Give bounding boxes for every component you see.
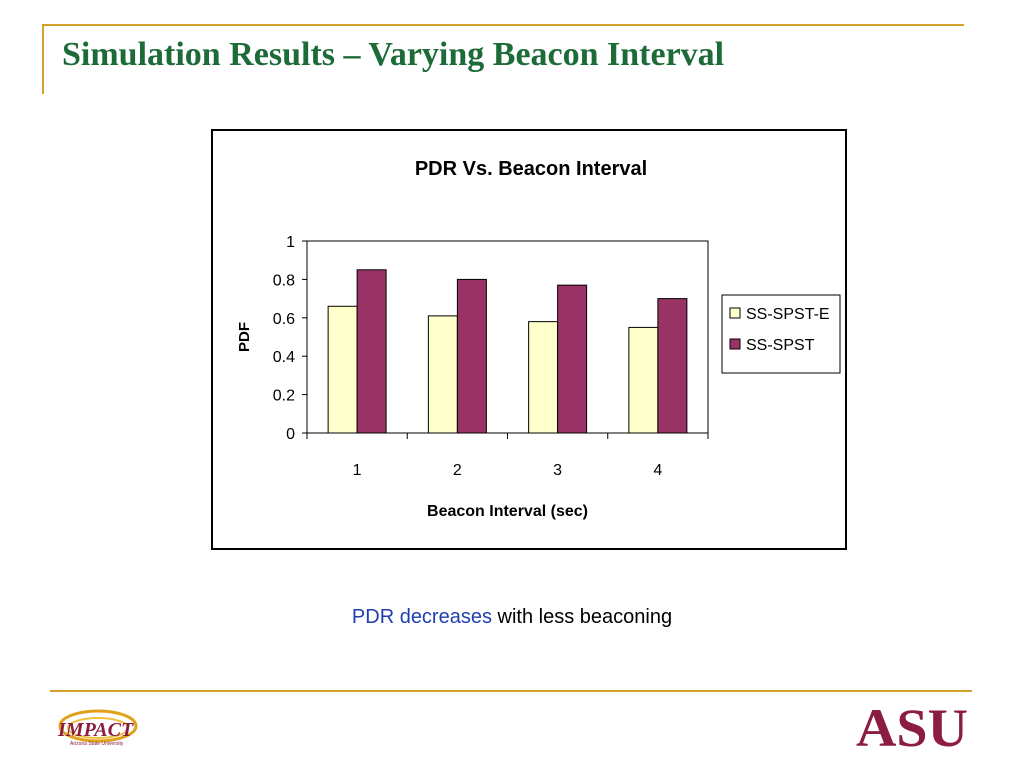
impact-logo-text: IMPACT <box>57 719 134 741</box>
bar-ss-spst-1 <box>356 269 387 434</box>
bar-ss-spst-3 <box>557 284 588 434</box>
impact-logo: IMPACT Arizona State University <box>57 709 138 747</box>
bar-ss-spst-e-1 <box>327 305 358 434</box>
bottom-divider <box>50 690 972 692</box>
asu-logo-text: ASU <box>856 700 968 750</box>
impact-logo-subtitle: Arizona State University <box>70 741 124 747</box>
caption-highlight: PDR decreases <box>351 606 492 628</box>
y-tick-label: 0.2 <box>273 388 295 405</box>
title-side-divider <box>42 24 44 94</box>
x-tick-label: 4 <box>653 462 662 479</box>
y-tick-label: 0.8 <box>273 272 295 289</box>
legend-swatch-ss-spst-e <box>729 307 741 319</box>
y-tick-label: 0.6 <box>273 311 295 328</box>
x-tick-label: 1 <box>353 462 362 479</box>
legend-label: SS-SPST <box>746 337 815 354</box>
chart-legend <box>721 294 841 374</box>
top-divider <box>42 24 964 26</box>
legend-swatch-ss-spst <box>729 338 741 350</box>
y-tick-label: 1 <box>286 234 295 251</box>
y-tick-label: 0 <box>286 426 295 443</box>
bar-chart: PDR Vs. Beacon Interval 0 0.2 0.4 0.6 0.8 1 PDF… <box>236 158 841 520</box>
bar-ss-spst-e-2 <box>427 315 458 434</box>
asu-logo: ASU <box>856 700 968 750</box>
chart-title: PDR Vs. Beacon Interval <box>415 158 647 180</box>
y-tick-label: 0.4 <box>273 349 295 366</box>
caption-text: with less beaconing <box>491 606 673 628</box>
slide-title: Simulation Results – Varying Beacon Inte… <box>62 36 725 73</box>
x-axis-label: Beacon Interval (sec) <box>427 503 588 520</box>
impact-logo-swirl <box>58 709 138 743</box>
x-tick-label: 2 <box>453 462 462 479</box>
bar-ss-spst-e-4 <box>628 326 659 434</box>
bar-ss-spst-e-3 <box>528 321 559 434</box>
bar-ss-spst-2 <box>456 278 487 434</box>
x-tick-label: 3 <box>553 462 562 479</box>
legend-label: SS-SPST-E <box>746 306 830 323</box>
y-axis-label: PDF <box>236 322 253 352</box>
slide-caption: PDR decreases with less beaconing <box>0 606 1024 629</box>
chart-frame: PDR Vs. Beacon Interval 0 0.2 0.4 0.6 0.8 1 PDF… <box>211 129 847 550</box>
impact-logo-swirl-inner <box>67 717 129 739</box>
bar-ss-spst-4 <box>657 298 688 434</box>
